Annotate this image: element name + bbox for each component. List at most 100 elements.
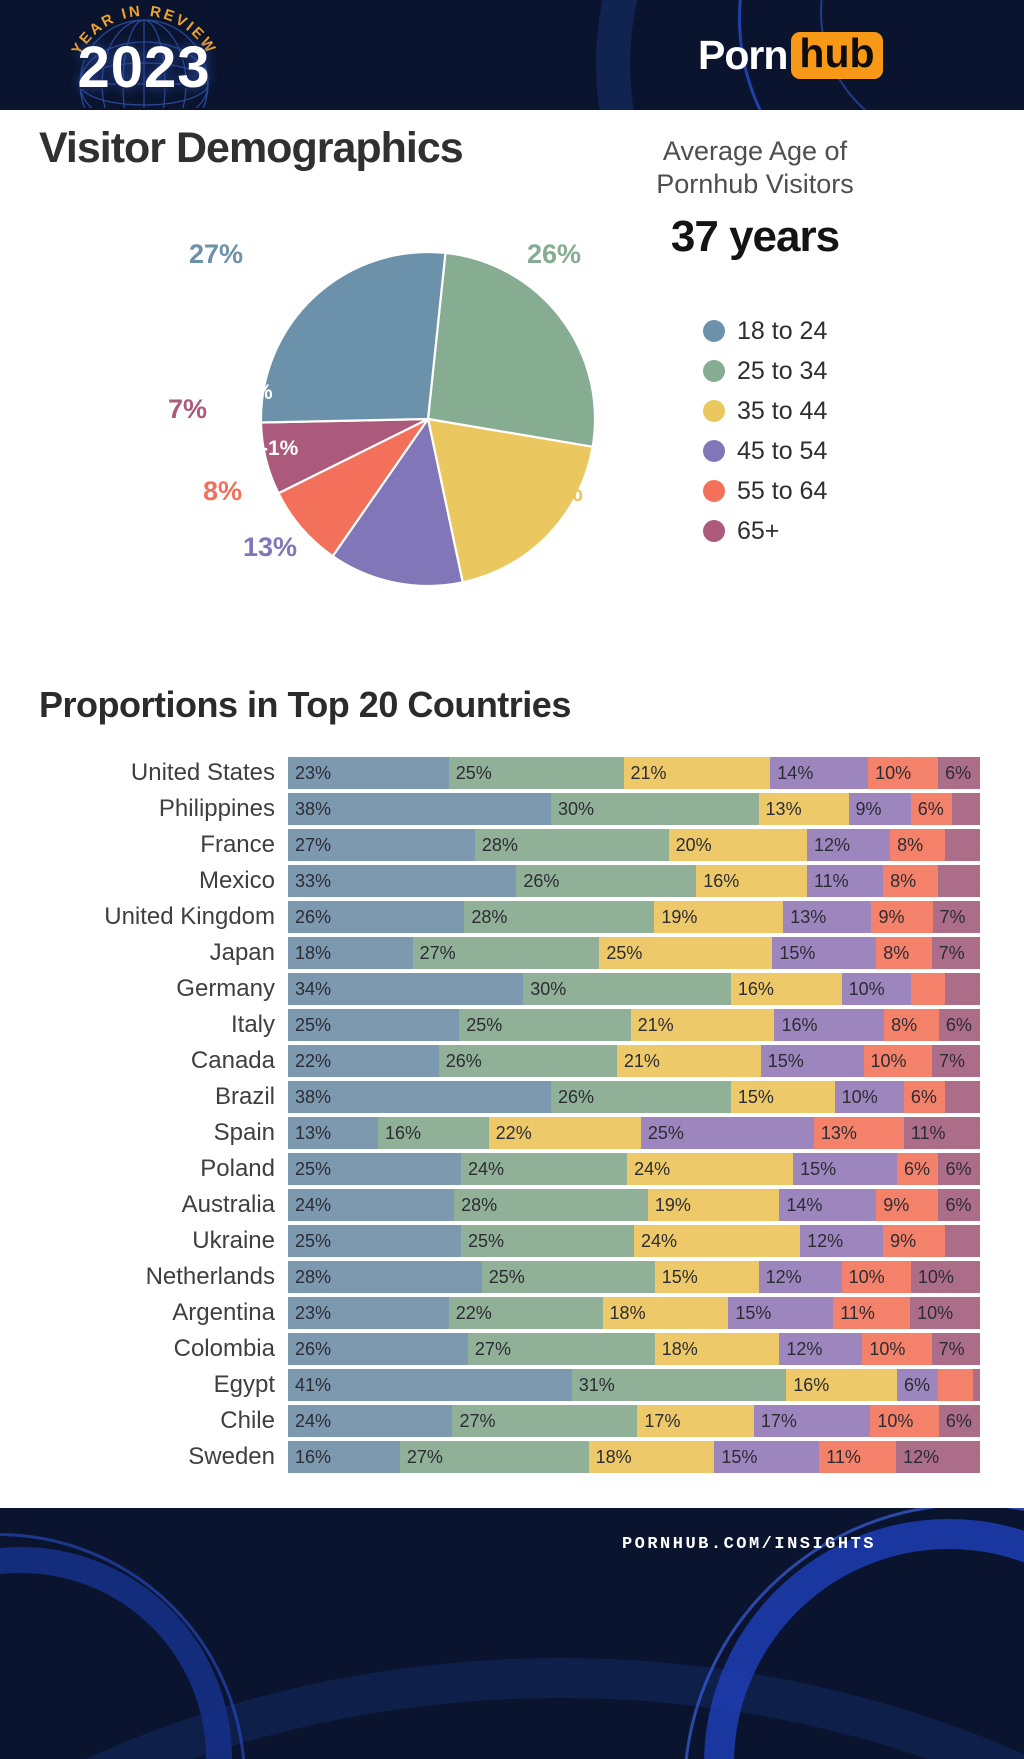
footer-arc-decoration [0, 1533, 246, 1759]
bar-segment-65+ [945, 1081, 980, 1113]
age-legend: 18 to 24 25 to 34 35 to 44 45 to 54 55 to 64… [703, 311, 827, 551]
country-stacked-bar: 25% 25% 21% 16% 8% 6% [288, 1009, 980, 1041]
bar-segment-65+: 6% [938, 1153, 980, 1185]
bar-segment-18-to-24: 34% [288, 973, 524, 1005]
country-row: Netherlands 28% 25% 15% 12% 10% 10% [0, 1261, 981, 1293]
bar-segment-value: 10% [848, 1266, 885, 1287]
pie-change-annotation-65+: +1% [230, 381, 273, 404]
bar-segment-35-to-44: 25% [599, 937, 773, 969]
legend-item-35-to-44: 35 to 44 [703, 391, 827, 431]
bar-segment-value: 19% [654, 1194, 691, 1215]
bar-segment-55-to-64: 8% [883, 865, 939, 897]
bar-segment-value: 17% [760, 1410, 797, 1431]
bar-segment-value: 31% [578, 1374, 615, 1395]
bar-segment-value: 9% [855, 798, 882, 819]
bar-segment-value: 26% [295, 906, 332, 927]
bar-segment-55-to-64: 11% [833, 1297, 911, 1329]
average-age-label-line1: Average Age of [662, 136, 848, 166]
average-age-label-line2: Pornhub Visitors [656, 169, 854, 200]
bar-segment-value: 11% [840, 1302, 875, 1323]
bar-segment-value: 11% [826, 1446, 861, 1467]
bar-segment-value: 25% [455, 762, 492, 783]
average-age-value: 37 years [670, 212, 840, 261]
bar-segment-55-to-64 [938, 1369, 974, 1401]
bar-segment-value: 10% [870, 1050, 907, 1071]
country-stacked-bar: 25% 25% 24% 12% 9% [288, 1225, 980, 1257]
country-label: Poland [200, 1155, 275, 1182]
country-row: Japan 18% 27% 25% 15% 8% 7% [0, 937, 980, 969]
bar-segment-value: 27% [406, 1446, 443, 1467]
bar-segment-value: 21% [623, 1050, 660, 1071]
bar-segment-55-to-64: 10% [841, 1261, 911, 1293]
bar-segment-18-to-24: 23% [288, 757, 449, 789]
bar-segment-value: 21% [630, 762, 667, 783]
bar-segment-value: 6% [903, 1158, 930, 1179]
country-stacked-bar: 13% 16% 22% 25% 13% 11% [288, 1117, 980, 1149]
country-label: Spain [213, 1119, 275, 1146]
bar-segment-value: 34% [295, 978, 332, 999]
country-stacked-bar: 26% 28% 19% 13% 9% 7% [288, 901, 980, 933]
year-in-review-badge: YEAR IN REVIEW 2023 [46, 2, 242, 108]
bar-segment-65+: 6% [938, 1009, 980, 1041]
bar-segment-value: 15% [767, 1050, 804, 1071]
bar-segment-65+: 7% [931, 937, 980, 969]
country-stacked-bar: 33% 26% 16% 11% 8% [288, 865, 980, 897]
bar-segment-35-to-44: 15% [654, 1261, 759, 1293]
bar-segment-55-to-64: 13% [813, 1117, 904, 1149]
bar-segment-45-to-54: 10% [841, 973, 911, 1005]
bar-segment-value: 9% [883, 1194, 910, 1215]
bar-segment-18-to-24: 26% [288, 901, 465, 933]
bar-segment-value: 25% [606, 942, 643, 963]
bar-segment-value: 10% [917, 1302, 954, 1323]
bar-segment-55-to-64: 6% [903, 1081, 946, 1113]
bar-segment-value: 38% [295, 798, 332, 819]
bar-segment-25-to-34: 24% [461, 1153, 628, 1185]
bar-segment-25-to-34: 25% [481, 1261, 655, 1293]
bar-segment-65+: 7% [931, 1333, 981, 1365]
bar-segment-value: 27% [419, 942, 456, 963]
bar-segment-25-to-34: 30% [523, 973, 731, 1005]
bar-segment-value: 18% [295, 942, 332, 963]
legend-dot-icon [703, 400, 725, 422]
bar-segment-value: 16% [793, 1374, 830, 1395]
pie-slice-35-to-44 [426, 417, 594, 584]
bar-segment-value: 15% [779, 942, 816, 963]
bar-segment-value: 25% [295, 1230, 332, 1251]
country-row: Germany 34% 30% 16% 10% [0, 973, 980, 1005]
bar-segment-35-to-44: 16% [730, 973, 842, 1005]
bar-segment-value: 25% [295, 1014, 332, 1035]
bar-segment-55-to-64: 10% [863, 1045, 933, 1077]
country-stacked-bar: 16% 27% 18% 15% 11% 12% [288, 1441, 980, 1473]
bar-segment-18-to-24: 41% [288, 1369, 572, 1401]
country-label: France [200, 831, 275, 858]
bar-segment-value: 8% [897, 834, 924, 855]
bar-segment-45-to-54: 11% [807, 865, 884, 897]
country-stacked-bar: 38% 26% 15% 10% 6% [288, 1081, 980, 1113]
pie-value-label-35-to-44: 19% [529, 477, 584, 507]
bar-segment-value: 7% [939, 1050, 966, 1071]
bar-segment-35-to-44: 24% [627, 1153, 794, 1185]
country-label: Egypt [213, 1371, 275, 1398]
bar-segment-value: 10% [869, 1338, 906, 1359]
bar-segment-value: 25% [468, 1230, 505, 1251]
bar-segment-65+ [945, 1225, 980, 1257]
country-stacked-bar: 34% 30% 16% 10% [288, 973, 980, 1005]
page-title: Visitor Demographics [39, 124, 464, 172]
bar-segment-18-to-24: 24% [288, 1405, 453, 1437]
bar-segment-value: 24% [468, 1158, 505, 1179]
bar-segment-value: 8% [890, 870, 917, 891]
bar-segment-35-to-44: 13% [758, 793, 849, 825]
country-row: United States 23% 25% 21% 14% 10% 6% [0, 757, 980, 789]
bar-segment-18-to-24: 16% [288, 1441, 400, 1473]
bar-segment-25-to-34: 27% [399, 1441, 589, 1473]
bar-segment-value: 8% [883, 942, 910, 963]
bar-segment-18-to-24: 25% [288, 1009, 460, 1041]
bar-segment-65+ [945, 973, 980, 1005]
country-row: United Kingdom 26% 28% 19% 13% 9% 7% [0, 901, 980, 933]
bar-segment-value: 10% [848, 978, 885, 999]
bar-segment-value: 38% [295, 1086, 332, 1107]
country-row: Canada 22% 26% 21% 15% 10% 7% [0, 1045, 980, 1077]
country-label: Australia [181, 1191, 275, 1218]
bar-segment-25-to-34: 25% [461, 1225, 634, 1257]
country-row: Sweden 16% 27% 18% 15% 11% 12% [0, 1441, 980, 1473]
